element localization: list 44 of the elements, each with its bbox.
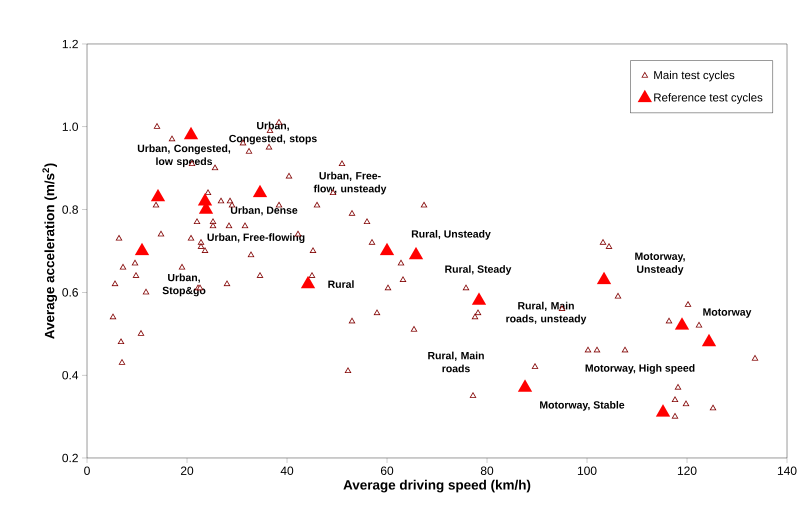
x-tick-label: 40: [280, 466, 294, 475]
x-tick-label: 140: [778, 466, 797, 475]
x-tick-label: 60: [380, 466, 394, 475]
annotation: Rural, Unsteady: [412, 230, 491, 240]
x-tick-label: 120: [678, 466, 697, 475]
x-tick-label: 80: [480, 466, 494, 475]
legend-label: Reference test cycles: [654, 93, 762, 104]
y-tick-label: 0.4: [62, 370, 78, 380]
annotation: Urban, Dense: [230, 206, 298, 216]
y-tick-label: 0.8: [62, 205, 78, 214]
annotation: Rural, Steady: [445, 265, 512, 275]
annotation: Motorway: [703, 308, 752, 318]
point: [380, 243, 394, 256]
annotation: Urban, Free-flowing: [208, 233, 304, 244]
y-tick-label: 0.2: [62, 454, 78, 462]
y-tick-label: 1.2: [62, 40, 78, 48]
legend-label: Main test cycles: [654, 70, 734, 82]
annotation: Urban, Stop&go: [162, 274, 206, 296]
point: [184, 127, 198, 140]
point: [301, 276, 315, 288]
point: [597, 272, 611, 284]
annotation: Motorway, Stable: [540, 400, 624, 411]
point: [518, 380, 532, 392]
point: [409, 247, 423, 260]
y-tick-label: 1.0: [62, 122, 78, 132]
point: [472, 292, 486, 305]
x-axis-title: Average driving speed (km/h): [343, 480, 530, 492]
point: [656, 404, 670, 417]
point: [253, 185, 267, 198]
point: [135, 243, 149, 256]
annotation: Rural, Main roads: [428, 352, 484, 372]
x-tick-label: 0: [84, 466, 90, 475]
annotation: Urban, Congested, stops: [229, 122, 317, 144]
x-tick-label: 100: [578, 466, 597, 475]
annotation: Rural: [328, 280, 354, 288]
x-tick-label: 20: [180, 466, 194, 475]
annotation: Urban, Free-flow, unsteady: [314, 172, 386, 194]
annotation: Motorway, High speed: [586, 364, 694, 374]
y-tick-label: 0.6: [62, 288, 78, 297]
point: [151, 189, 165, 202]
point: [702, 334, 716, 346]
y-axis-title: Average acceleration (m/s$^{2}$): [42, 163, 58, 339]
annotation: Motorway, Unsteady: [635, 252, 685, 275]
point: [675, 318, 689, 330]
